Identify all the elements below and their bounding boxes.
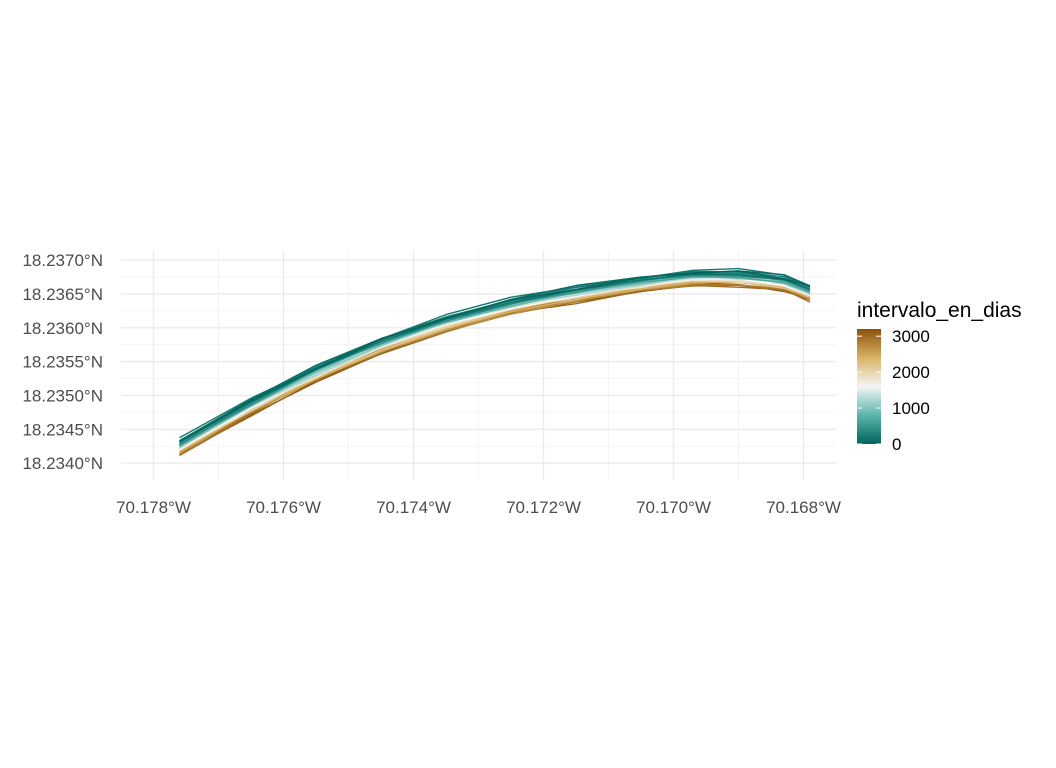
y-tick-label: 18.2345°N <box>22 420 103 439</box>
shoreline-line <box>179 272 811 444</box>
legend-tick-label: 3000 <box>892 327 930 346</box>
y-tick-label: 18.2360°N <box>22 319 103 338</box>
shoreline-line <box>179 277 811 451</box>
grid <box>121 250 836 480</box>
shoreline-line <box>179 275 811 446</box>
shoreline-line <box>179 270 811 442</box>
y-tick-label: 18.2365°N <box>22 285 103 304</box>
y-tick-label: 18.2370°N <box>22 251 103 270</box>
shoreline-line <box>179 270 811 443</box>
x-tick-label: 70.176°W <box>246 498 321 517</box>
shoreline-line <box>179 276 811 451</box>
legend: intervalo_en_dias 0 1000 2000 3000 <box>857 299 1022 454</box>
y-tick-label: 18.2340°N <box>22 454 103 473</box>
legend-tick-label: 1000 <box>892 399 930 418</box>
shoreline-line <box>179 273 811 443</box>
legend-colorbar <box>857 329 881 444</box>
shoreline-line <box>179 272 811 442</box>
shoreline-line <box>179 270 811 443</box>
legend-tick-label: 0 <box>892 435 901 454</box>
shoreline-line <box>179 272 811 444</box>
shoreline-line <box>179 274 811 444</box>
x-tick-label: 70.174°W <box>376 498 451 517</box>
legend-tick-label: 2000 <box>892 363 930 382</box>
x-tick-label: 70.178°W <box>116 498 191 517</box>
x-tick-label: 70.168°W <box>766 498 841 517</box>
legend-ticks: 0 1000 2000 3000 <box>857 327 930 454</box>
shoreline-line <box>179 271 811 446</box>
y-tick-label: 18.2350°N <box>22 386 103 405</box>
x-tick-label: 70.172°W <box>506 498 581 517</box>
shoreline-line <box>179 274 811 446</box>
y-axis: 18.2340°N 18.2345°N 18.2350°N 18.2355°N 18.2… <box>22 251 103 473</box>
x-axis: 70.178°W 70.176°W 70.174°W 70.172°W 70.170°W… <box>116 498 841 517</box>
shoreline-line <box>179 273 811 447</box>
legend-title: intervalo_en_dias <box>857 299 1022 322</box>
shoreline-lines <box>179 267 811 457</box>
x-tick-label: 70.170°W <box>636 498 711 517</box>
y-tick-label: 18.2355°N <box>22 353 103 372</box>
